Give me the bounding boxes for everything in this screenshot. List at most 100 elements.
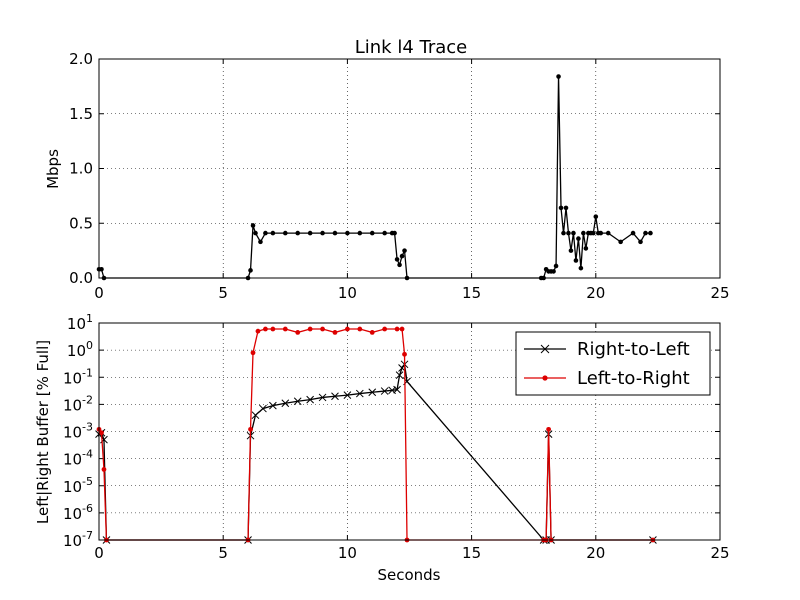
- top-data-point: [320, 230, 325, 236]
- x-axis-label: Seconds: [377, 566, 440, 584]
- top-data-point: [638, 239, 643, 245]
- top-data-point: [253, 230, 258, 236]
- top-y-tick-label: 0.5: [69, 214, 93, 232]
- bottom-x-tick-label: 25: [710, 544, 729, 562]
- bottom-data-point-x: [368, 388, 377, 397]
- bottom-data-point-dot: [357, 326, 363, 332]
- top-data-point: [593, 214, 599, 219]
- legend-box: [515, 331, 711, 396]
- top-y-axis-label: Mbps: [44, 149, 62, 189]
- bottom-data-point-dot: [307, 326, 313, 332]
- bottom-data-point-x: [269, 401, 277, 410]
- bottom-data-point-dot: [402, 351, 407, 357]
- bottom-data-point-x: [318, 393, 327, 402]
- bottom-data-point-dot: [282, 326, 288, 332]
- legend-items: Right-to-Left Left-to-Right: [524, 339, 690, 389]
- bottom-plot-frame: [98, 322, 721, 541]
- bottom-data-point-dot: [345, 326, 350, 332]
- top-y-tick-label: 1.0: [69, 160, 93, 178]
- bottom-x-tick-label: 5: [218, 544, 228, 562]
- top-y-tick-label: 0.0: [69, 269, 93, 287]
- top-y-tick-label: 1.5: [69, 105, 93, 123]
- bottom-y-axis-label: Left|Right Buffer [% Full]: [34, 340, 52, 524]
- top-data-point: [556, 74, 561, 79]
- legend-label: Left-to-Right: [577, 368, 690, 389]
- bottom-data-point-x: [306, 395, 314, 404]
- bottom-data-point-dot: [99, 430, 104, 436]
- legend-marker: [542, 375, 548, 381]
- top-data-point: [591, 230, 596, 236]
- top-x-tick-label: 5: [218, 284, 228, 302]
- bottom-data-point-dot: [248, 426, 253, 432]
- top-plot-frame: [98, 58, 721, 279]
- bottom-y-tick-label: 100: [67, 339, 93, 360]
- bottom-data-point-x: [259, 404, 267, 413]
- bottom-y-tick-label: 10-3: [63, 421, 93, 442]
- top-data-point: [573, 258, 579, 263]
- top-data-point: [248, 268, 253, 273]
- top-data-point: [399, 253, 405, 259]
- bottom-data-point-dot: [263, 326, 268, 332]
- legend-item: Right-to-Left: [524, 339, 690, 360]
- bottom-x-tick-label: 20: [586, 544, 605, 562]
- bottom-y-tick-label: 10-1: [63, 366, 93, 387]
- top-data-point: [630, 230, 636, 236]
- bottom-y-tick-label: 10-6: [63, 502, 93, 523]
- top-data-point: [99, 266, 104, 272]
- top-x-tick-label: 20: [586, 284, 605, 302]
- top-data-point: [369, 230, 375, 236]
- top-data-point: [576, 236, 581, 241]
- top-x-tick-label: 25: [710, 284, 729, 302]
- top-data-point: [566, 230, 571, 236]
- top-data-point: [402, 248, 407, 253]
- bottom-data-point-x: [355, 389, 364, 398]
- top-grid: [98, 58, 721, 279]
- bottom-data-point-dot: [399, 326, 405, 332]
- top-x-tick-label: 10: [338, 284, 357, 302]
- bottom-data-point-dot: [382, 326, 388, 332]
- top-data-point: [307, 230, 313, 236]
- bottom-data-point-x: [393, 385, 401, 394]
- top-y-tick-label: 2.0: [69, 50, 93, 68]
- top-data-point: [648, 230, 653, 236]
- bottom-data-point-dot: [295, 330, 301, 335]
- legend-item: Left-to-Right: [524, 368, 690, 389]
- bottom-data-point-dot: [332, 330, 338, 335]
- top-data-point: [392, 230, 397, 236]
- bottom-data-point-dot: [270, 326, 276, 332]
- top-data-point: [568, 248, 574, 253]
- bottom-data-point-x: [331, 392, 339, 401]
- bottom-data-point-dot: [250, 350, 256, 356]
- bottom-data-point-x: [293, 397, 302, 406]
- bottom-data-point-x: [395, 371, 404, 379]
- bottom-x-tick-label: 15: [462, 544, 481, 562]
- top-series: [96, 74, 653, 281]
- bottom-y-tick-label: 101: [67, 312, 93, 333]
- bottom-y-tick-label: 10-5: [63, 475, 93, 496]
- top-data-point: [571, 230, 576, 236]
- bottom-data-point-dot: [255, 328, 261, 334]
- top-data-point: [345, 230, 350, 236]
- top-data-point: [563, 205, 569, 211]
- top-data-point: [397, 262, 402, 268]
- top-data-point: [561, 230, 566, 236]
- top-data-point: [382, 230, 387, 236]
- bottom-y-tick-label: 10-2: [63, 393, 93, 414]
- top-x-tick-label: 0: [94, 284, 104, 302]
- legend-label: Right-to-Left: [577, 339, 690, 360]
- bottom-y-tick-label: 10-7: [63, 529, 93, 550]
- bottom-data-point-x: [380, 387, 389, 395]
- legend: Right-to-Left Left-to-Right: [515, 331, 711, 396]
- top-data-point: [643, 230, 648, 236]
- top-data-point: [553, 263, 559, 269]
- top-data-point: [558, 205, 564, 211]
- bottom-data-point-dot: [394, 326, 400, 332]
- top-data-point: [394, 257, 400, 262]
- top-data-point: [578, 265, 584, 271]
- bottom-data-point-dot: [369, 330, 375, 335]
- top-data-point: [605, 230, 611, 236]
- bottom-tick-labels: 0 5 10 15 20 25 101 100 10-1 10-2 10-3 10-4 10-5 10-6…: [63, 312, 730, 562]
- top-data-point: [283, 230, 288, 236]
- bottom-data-point-dot: [546, 426, 552, 432]
- top-data-point: [270, 230, 276, 236]
